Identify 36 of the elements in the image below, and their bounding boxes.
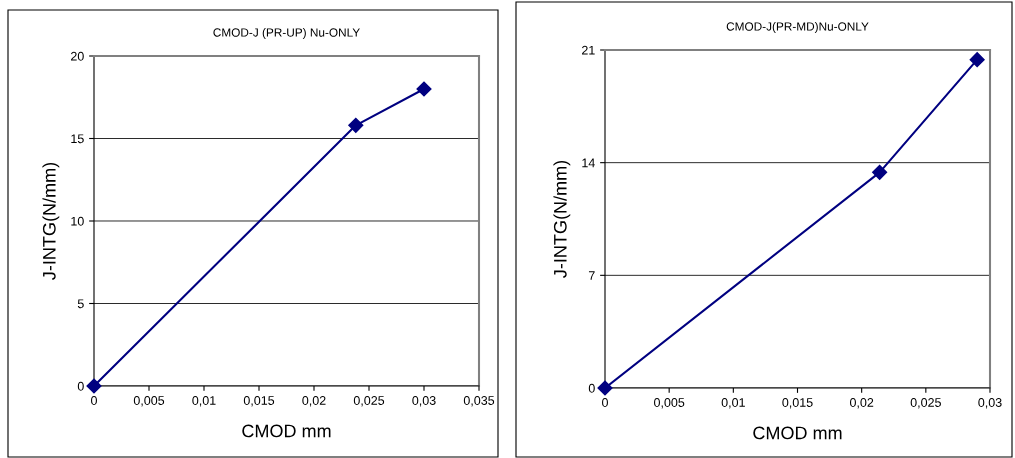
x-tick-label: 0,005 [133,396,165,407]
x-axis-title: CMOD mm [242,424,331,438]
y-tick-label: 10 [71,216,84,226]
x-tick-label: 0,025 [353,396,385,407]
x-tick-label: 0,01 [192,396,216,407]
point [416,81,432,97]
point [969,52,985,68]
x-tick-label: 0,035 [463,396,495,407]
y-tick-label: 15 [71,134,84,144]
chart-title: CMOD-J(PR-MD)Nu-ONLY [726,22,869,33]
x-tick-label: 0,025 [910,398,941,409]
x-tick-label: 0 [91,396,97,405]
x-axis-title: CMOD mm [753,426,842,440]
y-tick-label: 0 [77,381,84,391]
x-tick-label: 0,005 [654,398,685,409]
x-tick-label: 0,015 [782,398,813,409]
y-tick-label: 20 [71,51,84,61]
chart-title: CMOD-J (PR-UP) Nu-ONLY [213,28,360,39]
point [348,117,364,133]
point [86,378,102,394]
x-tick-label: 0,02 [849,398,874,409]
x-tick-label: 0,03 [978,398,1002,409]
x-tick-label: 0,015 [243,396,275,407]
y-tick-label: 7 [588,271,595,280]
y-tick-label: 5 [77,299,84,309]
y-tick-label: 14 [582,158,595,168]
y-tick-label: 21 [582,45,595,55]
y-axis-title: J-INTG(N/mm) [42,162,60,280]
y-axis-title: J-INTG(N/mm) [553,160,571,278]
y-tick-label: 0 [588,383,595,393]
x-tick-label: 0,02 [302,396,326,407]
point [872,164,888,180]
x-tick-label: 0 [602,398,608,407]
x-tick-label: 0,01 [721,398,745,409]
x-tick-label: 0,03 [412,396,436,407]
point [597,380,613,396]
